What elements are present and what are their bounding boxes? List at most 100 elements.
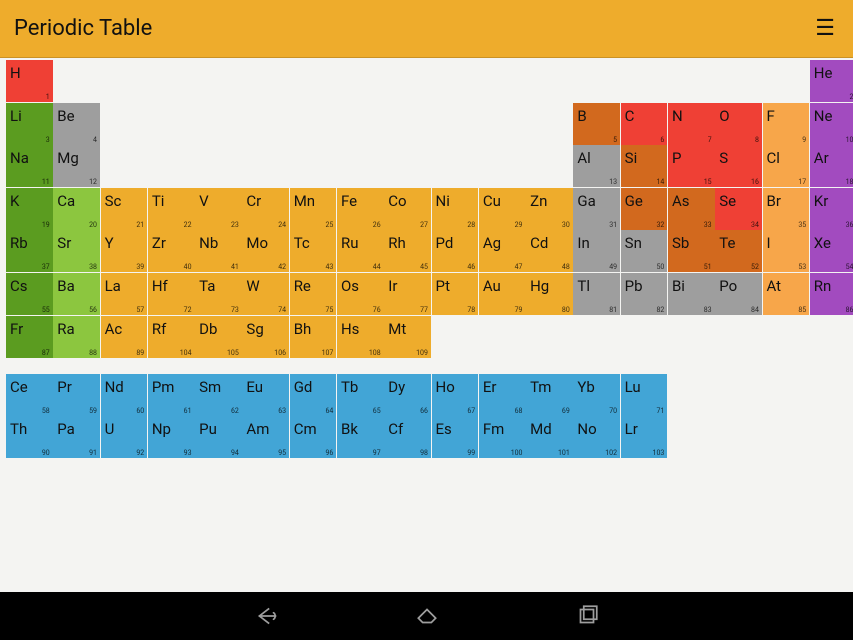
- element-pa[interactable]: Pa91: [53, 416, 100, 458]
- element-he[interactable]: He2: [810, 60, 853, 102]
- element-ne[interactable]: Ne10: [810, 103, 853, 145]
- element-si[interactable]: Si14: [621, 145, 668, 187]
- element-bh[interactable]: Bh107: [290, 316, 337, 358]
- element-cf[interactable]: Cf98: [384, 416, 431, 458]
- element-ga[interactable]: Ga31: [573, 188, 620, 230]
- element-rn[interactable]: Rn86: [810, 273, 853, 315]
- element-cd[interactable]: Cd48: [526, 230, 573, 272]
- element-tc[interactable]: Tc43: [290, 230, 337, 272]
- element-np[interactable]: Np93: [148, 416, 195, 458]
- element-pr[interactable]: Pr59: [53, 374, 100, 416]
- element-b[interactable]: B5: [573, 103, 620, 145]
- element-tb[interactable]: Tb65: [337, 374, 384, 416]
- element-nd[interactable]: Nd60: [101, 374, 148, 416]
- element-pb[interactable]: Pb82: [621, 273, 668, 315]
- back-icon[interactable]: [252, 601, 282, 631]
- element-fe[interactable]: Fe26: [337, 188, 384, 230]
- element-co[interactable]: Co27: [384, 188, 431, 230]
- element-ti[interactable]: Ti22: [148, 188, 195, 230]
- element-sg[interactable]: Sg106: [242, 316, 289, 358]
- home-icon[interactable]: [412, 601, 442, 631]
- element-pm[interactable]: Pm61: [148, 374, 195, 416]
- element-h[interactable]: H1: [6, 60, 53, 102]
- element-c[interactable]: C6: [621, 103, 668, 145]
- element-au[interactable]: Au79: [479, 273, 526, 315]
- element-ag[interactable]: Ag47: [479, 230, 526, 272]
- element-hs[interactable]: Hs108: [337, 316, 384, 358]
- element-li[interactable]: Li3: [6, 103, 53, 145]
- element-ho[interactable]: Ho67: [432, 374, 479, 416]
- element-cu[interactable]: Cu29: [479, 188, 526, 230]
- element-mt[interactable]: Mt109: [384, 316, 431, 358]
- element-sc[interactable]: Sc21: [101, 188, 148, 230]
- element-db[interactable]: Db105: [195, 316, 242, 358]
- element-lr[interactable]: Lr103: [621, 416, 668, 458]
- element-hg[interactable]: Hg80: [526, 273, 573, 315]
- recent-apps-icon[interactable]: [572, 601, 602, 631]
- element-mn[interactable]: Mn25: [290, 188, 337, 230]
- element-w[interactable]: W74: [242, 273, 289, 315]
- element-ba[interactable]: Ba56: [53, 273, 100, 315]
- element-es[interactable]: Es99: [432, 416, 479, 458]
- element-ac[interactable]: Ac89: [101, 316, 148, 358]
- element-s[interactable]: S16: [715, 145, 762, 187]
- element-zr[interactable]: Zr40: [148, 230, 195, 272]
- element-cr[interactable]: Cr24: [242, 188, 289, 230]
- element-no[interactable]: No102: [573, 416, 620, 458]
- element-ta[interactable]: Ta73: [195, 273, 242, 315]
- element-ce[interactable]: Ce58: [6, 374, 53, 416]
- element-al[interactable]: Al13: [573, 145, 620, 187]
- element-br[interactable]: Br35: [763, 188, 810, 230]
- element-te[interactable]: Te52: [715, 230, 762, 272]
- element-rf[interactable]: Rf104: [148, 316, 195, 358]
- menu-icon[interactable]: ☰: [811, 16, 839, 41]
- element-la[interactable]: La57: [101, 273, 148, 315]
- element-cm[interactable]: Cm96: [290, 416, 337, 458]
- element-o[interactable]: O8: [715, 103, 762, 145]
- element-ra[interactable]: Ra88: [53, 316, 100, 358]
- element-md[interactable]: Md101: [526, 416, 573, 458]
- element-am[interactable]: Am95: [242, 416, 289, 458]
- element-fm[interactable]: Fm100: [479, 416, 526, 458]
- element-u[interactable]: U92: [101, 416, 148, 458]
- element-y[interactable]: Y39: [101, 230, 148, 272]
- element-sr[interactable]: Sr38: [53, 230, 100, 272]
- element-tm[interactable]: Tm69: [526, 374, 573, 416]
- element-pu[interactable]: Pu94: [195, 416, 242, 458]
- element-in[interactable]: In49: [573, 230, 620, 272]
- element-as[interactable]: As33: [668, 188, 715, 230]
- element-ni[interactable]: Ni28: [432, 188, 479, 230]
- element-tl[interactable]: Tl81: [573, 273, 620, 315]
- element-pd[interactable]: Pd46: [432, 230, 479, 272]
- element-th[interactable]: Th90: [6, 416, 53, 458]
- element-ca[interactable]: Ca20: [53, 188, 100, 230]
- element-ge[interactable]: Ge32: [621, 188, 668, 230]
- element-v[interactable]: V23: [195, 188, 242, 230]
- element-gd[interactable]: Gd64: [290, 374, 337, 416]
- element-sn[interactable]: Sn50: [621, 230, 668, 272]
- element-yb[interactable]: Yb70: [573, 374, 620, 416]
- element-se[interactable]: Se34: [715, 188, 762, 230]
- element-sb[interactable]: Sb51: [668, 230, 715, 272]
- element-rh[interactable]: Rh45: [384, 230, 431, 272]
- element-pt[interactable]: Pt78: [432, 273, 479, 315]
- element-os[interactable]: Os76: [337, 273, 384, 315]
- element-lu[interactable]: Lu71: [621, 374, 668, 416]
- element-kr[interactable]: Kr36: [810, 188, 853, 230]
- element-i[interactable]: I53: [763, 230, 810, 272]
- element-be[interactable]: Be4: [53, 103, 100, 145]
- element-nb[interactable]: Nb41: [195, 230, 242, 272]
- element-ru[interactable]: Ru44: [337, 230, 384, 272]
- element-k[interactable]: K19: [6, 188, 53, 230]
- element-ar[interactable]: Ar18: [810, 145, 853, 187]
- element-bk[interactable]: Bk97: [337, 416, 384, 458]
- element-re[interactable]: Re75: [290, 273, 337, 315]
- element-cl[interactable]: Cl17: [763, 145, 810, 187]
- element-f[interactable]: F9: [763, 103, 810, 145]
- element-dy[interactable]: Dy66: [384, 374, 431, 416]
- element-hf[interactable]: Hf72: [148, 273, 195, 315]
- element-na[interactable]: Na11: [6, 145, 53, 187]
- element-xe[interactable]: Xe54: [810, 230, 853, 272]
- element-eu[interactable]: Eu63: [242, 374, 289, 416]
- element-fr[interactable]: Fr87: [6, 316, 53, 358]
